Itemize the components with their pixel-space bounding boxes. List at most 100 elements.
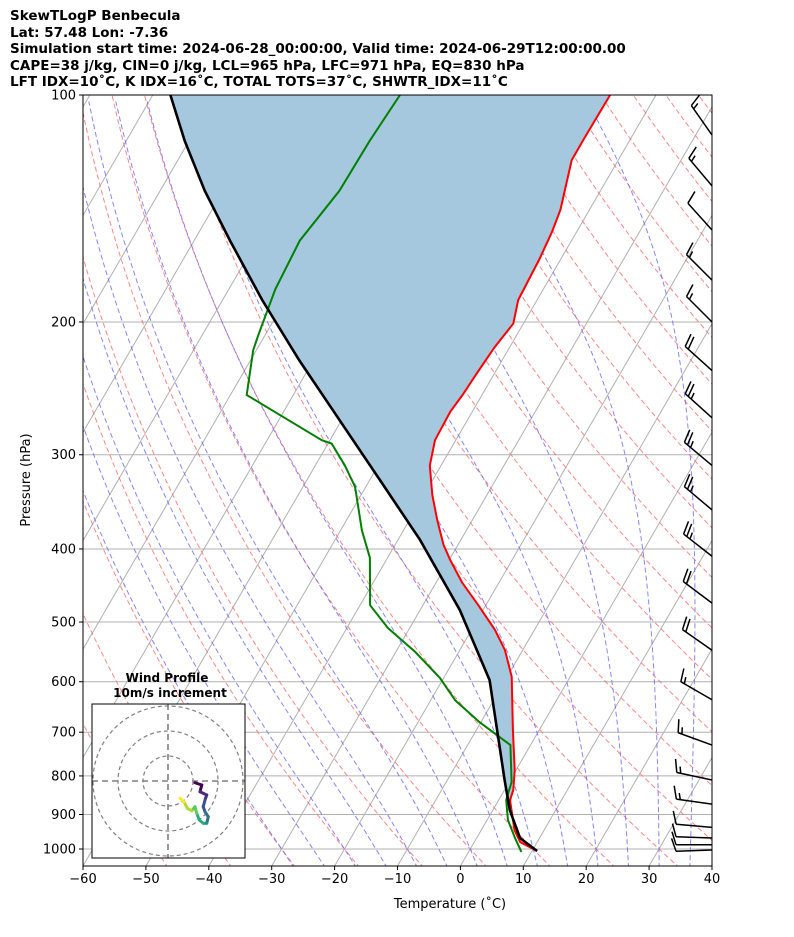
moist-adiabat-line (115, 101, 478, 866)
barb-full-feather (671, 823, 677, 837)
axes: −60 −50 −40 −30 −20 −10 0 10 20 30 40 100 200 300 400 5… (43, 89, 720, 888)
barb-half-feather (678, 792, 682, 800)
profiles (169, 95, 611, 853)
x-tick-label: 10 (515, 872, 532, 887)
barb-staff (682, 628, 713, 651)
hodograph (92, 704, 245, 858)
wind-barb (671, 823, 713, 839)
barb-full-feather (671, 831, 677, 845)
isotherm-line (83, 95, 217, 325)
barb-staff (690, 105, 713, 136)
x-tick-label: −20 (321, 872, 348, 887)
barb-staff (683, 486, 713, 511)
moist-adiabat-line (83, 354, 356, 866)
wind-barb (682, 568, 713, 604)
barb-staff (684, 393, 713, 419)
background-lines (83, 95, 794, 869)
dry-adiabat-line (600, 95, 712, 247)
barb-staff (680, 681, 713, 701)
barb-full-feather (686, 432, 694, 446)
dry-adiabat-line (567, 95, 712, 293)
x-tick-label: −60 (69, 872, 96, 887)
moist-adiabat-line (586, 101, 696, 866)
wind-barb (684, 381, 713, 419)
moist-adiabat-line (230, 101, 569, 866)
barb-staff (683, 533, 713, 557)
temperature-line (428, 95, 611, 852)
wind-barb (687, 191, 713, 231)
barb-staff (676, 771, 713, 781)
y-tick-label: 600 (51, 675, 76, 690)
wind-barb (670, 838, 713, 852)
x-tick-label: 0 (456, 872, 464, 887)
moist-adiabat-line (459, 101, 660, 866)
x-tick-label: 40 (704, 872, 721, 887)
barb-staff (686, 254, 713, 281)
wind-barbs (670, 94, 713, 852)
dry-adiabat-line (83, 109, 487, 866)
barb-full-feather (674, 758, 678, 773)
x-tick-label: −10 (384, 872, 411, 887)
x-tick-label: 20 (578, 872, 595, 887)
hodograph-frame (91, 703, 246, 859)
dry-adiabat-line (83, 499, 296, 866)
moist-adiabat-line (721, 102, 747, 869)
barb-half-feather (679, 766, 682, 774)
barb-full-feather (687, 336, 695, 350)
wind-barb (684, 333, 713, 372)
y-tick-label: 800 (51, 769, 76, 784)
barb-full-feather (686, 523, 693, 537)
cape-fill (170, 95, 611, 851)
y-tick-label: 400 (51, 542, 76, 557)
barb-full-feather (684, 333, 692, 347)
dry-adiabat-line (469, 95, 712, 432)
barb-staff (682, 580, 713, 604)
isotherm-line (648, 756, 712, 866)
barb-full-feather (677, 719, 680, 733)
dry-adiabat-line (83, 382, 360, 866)
y-tick-label: 700 (51, 726, 76, 741)
y-axis-label: Pressure (hPa) (19, 433, 34, 526)
parcel-line (169, 95, 538, 853)
dry-adiabat-line (731, 95, 794, 868)
dry-adiabat-line (306, 95, 712, 681)
moist-adiabat-line (184, 101, 538, 866)
isotherm-line (208, 95, 657, 866)
barb-full-feather (683, 473, 691, 488)
dry-adiabat-line (83, 255, 423, 866)
moist-adiabat-line (83, 489, 294, 866)
cape-cin-fills (170, 95, 611, 851)
isotherm-line (83, 95, 91, 108)
dry-adiabat-line (698, 95, 712, 114)
title-line-station: SkewTLogP Benbecula (10, 8, 181, 24)
dry-adiabat-line (111, 95, 551, 866)
barb-full-feather (681, 616, 688, 630)
barb-full-feather (682, 521, 690, 535)
moist-adiabat-line (83, 184, 418, 866)
barb-staff (686, 295, 713, 323)
barb-staff (676, 823, 713, 829)
barb-full-feather (680, 668, 685, 682)
moist-adiabat-line (83, 424, 325, 866)
hodograph-trace-segment (178, 796, 186, 804)
y-tick-label: 200 (51, 315, 76, 330)
barb-full-feather (685, 570, 692, 585)
barb-half-feather (693, 102, 699, 110)
dry-adiabat-line (404, 95, 712, 529)
dry-adiabat-line (372, 95, 712, 579)
moist-adiabat-line (752, 102, 794, 869)
wind-barb (685, 242, 713, 281)
title-line-times: Simulation start time: 2024-06-28_00:00:… (10, 41, 626, 57)
barb-full-feather (683, 429, 691, 443)
isotherm-line (83, 95, 280, 434)
wind-barb (672, 810, 713, 829)
wind-barb (688, 146, 713, 187)
barb-full-feather (670, 838, 677, 852)
wind-barb (685, 284, 713, 323)
isotherm-line (711, 865, 712, 866)
barb-full-feather (685, 242, 694, 256)
hodograph-subtitle: 10m/s increment (113, 686, 227, 700)
moist-adiabat-line (287, 101, 599, 866)
dry-adiabat-line (437, 95, 712, 480)
